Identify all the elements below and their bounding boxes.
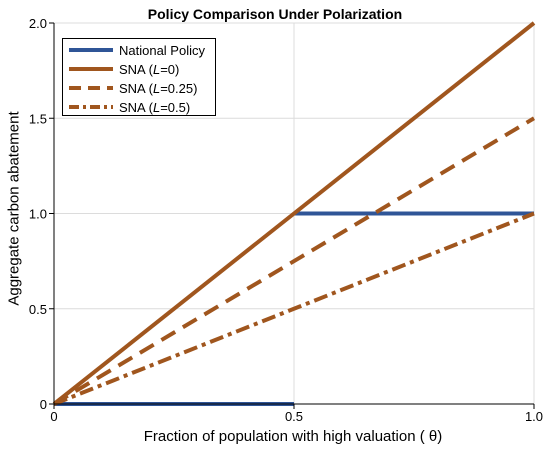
x-tick-label: 0.5 — [285, 409, 303, 424]
legend-item: National Policy — [69, 41, 205, 59]
y-tick-label: 1.0 — [29, 207, 47, 222]
y-tick-label: 0 — [40, 397, 47, 412]
legend-swatch — [69, 86, 113, 90]
x-axis-label: Fraction of population with high valuati… — [143, 428, 443, 445]
y-tick-label: 1.5 — [29, 111, 47, 126]
y-tick-label: 2.0 — [29, 16, 47, 31]
legend-label: SNA (L=0) — [119, 61, 180, 77]
legend-item: SNA (L=0.5) — [69, 98, 190, 116]
y-axis-label: Aggregate carbon abatement — [5, 111, 23, 306]
legend: National Policy SNA (L=0) SNA (L=0.25) SNA … — [62, 38, 216, 116]
y-tick-label: 0.5 — [29, 302, 47, 317]
legend-swatch — [69, 48, 113, 52]
legend-label: SNA (L=0.5) — [119, 99, 191, 115]
legend-swatch — [69, 67, 113, 71]
legend-item: SNA (L=0) — [69, 60, 179, 78]
legend-label: SNA (L=0.25) — [119, 80, 198, 96]
series-line-sna-l-0-5 — [53, 211, 535, 406]
legend-swatch — [69, 105, 113, 109]
legend-label: National Policy — [119, 42, 205, 58]
series-line-sna-l-0-25 — [52, 116, 536, 406]
x-tick-label: 1.0 — [525, 409, 543, 424]
tick-layer: 0 0.5 1.0 0 0.5 1.0 1.5 2.0 — [29, 16, 543, 424]
x-tick-label: 0 — [50, 409, 57, 424]
legend-item: SNA (L=0.25) — [69, 79, 197, 97]
series-line-sna-l-0 — [52, 21, 536, 406]
chart-title: Policy Comparison Under Polarization — [147, 6, 403, 22]
